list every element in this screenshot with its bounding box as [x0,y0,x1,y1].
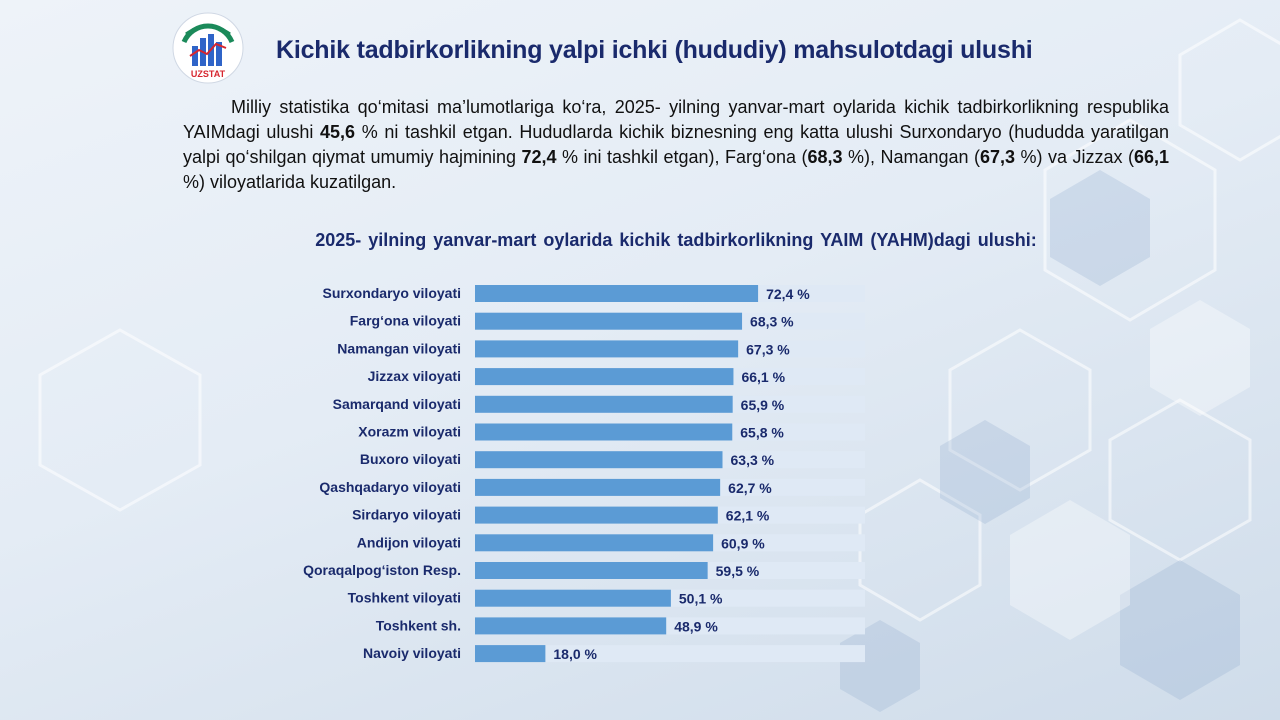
intro-text-6: %) viloyatlarida kuzatilgan. [183,172,397,192]
intro-text-2: % ni tashkil etgan. Hududlarda kichik bi… [183,122,1169,167]
category-label: Farg‘ona viloyati [350,313,461,329]
category-label: Andijon viloyati [357,534,461,550]
intro-paragraph: Milliy statistika qo‘mitasi ma’lumotlari… [183,95,1169,195]
category-label: Xorazm viloyati [358,424,461,440]
data-label: 67,3 % [746,341,790,357]
data-label: 48,9 % [674,618,718,634]
category-label: Jizzax viloyati [368,368,461,384]
category-label: Toshkent sh. [376,617,461,633]
chart-title: 2025- yilning yanvar-mart oylarida kichi… [315,230,1037,250]
data-label: 18,0 % [553,646,597,662]
category-label: Navoiy viloyati [363,645,461,661]
data-label: 50,1 % [679,591,723,607]
bar [475,617,667,635]
category-label: Surxondaryo viloyati [323,285,461,301]
data-label: 65,9 % [741,397,785,413]
intro-value-3: 68,3 [807,147,843,167]
bar [475,534,714,552]
data-label: 59,5 % [716,563,760,579]
page-title: Kichik tadbirkorlikning yalpi ichki (hud… [276,36,1033,64]
bar [475,368,734,386]
data-label: 72,4 % [766,286,810,302]
uzstat-logo-icon: UZSTAT [172,12,244,84]
bar [475,589,671,607]
intro-text-5: %) va Jizzax ( [1015,147,1134,167]
data-label: 68,3 % [750,314,794,330]
bar [475,312,743,330]
category-label: Qoraqalpog‘iston Resp. [303,562,461,578]
bar [475,645,546,663]
bar [475,340,739,358]
data-label: 62,7 % [728,480,772,496]
data-label: 66,1 % [741,369,785,385]
bar [475,423,733,441]
bar [475,395,733,413]
category-label: Buxoro viloyati [360,451,461,467]
intro-value-2: 72,4 [521,147,557,167]
bar-track [475,645,865,663]
bar [475,451,723,469]
category-label: Samarqand viloyati [333,396,461,412]
intro-value-1: 45,6 [320,122,356,142]
category-label: Toshkent viloyati [348,590,461,606]
category-label: Qashqadaryo viloyati [319,479,461,495]
bar [475,562,708,579]
bar [475,478,721,496]
intro-value-5: 66,1 [1133,147,1169,167]
data-label: 62,1 % [726,508,770,524]
intro-text-1: Milliy statistika qo‘mitasi ma’lumotlari… [183,97,1169,142]
logo-text: UZSTAT [191,69,226,79]
bar [475,506,718,524]
intro-text-4: %), Namangan ( [842,147,980,167]
data-label: 60,9 % [721,535,765,551]
category-label: Sirdaryo viloyati [352,507,461,523]
intro-value-4: 67,3 [980,147,1016,167]
category-label: Namangan viloyati [337,340,461,356]
data-label: 65,8 % [740,425,784,441]
bar [475,285,759,302]
intro-text-3: % ini tashkil etgan), Farg‘ona ( [556,147,808,167]
data-label: 63,3 % [731,452,775,468]
